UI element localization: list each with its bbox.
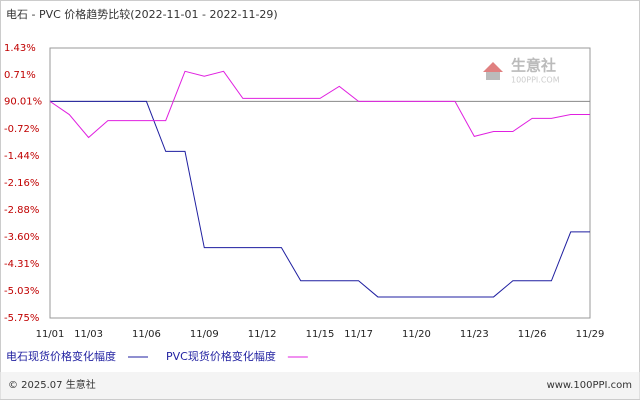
x-tick-label: 11/29 (576, 329, 605, 340)
y-tick-label: -2.88% (4, 205, 39, 216)
x-tick-label: 11/23 (460, 329, 489, 340)
x-tick-label: 11/15 (306, 329, 335, 340)
x-tick-label: 11/26 (518, 329, 547, 340)
x-tick-label: 11/09 (190, 329, 219, 340)
y-tick-label: -1.44% (4, 151, 39, 162)
legend-label: PVC现货价格变化幅度 (166, 349, 276, 363)
footer-right: www.100PPI.com (547, 380, 632, 391)
x-tick-label: 11/01 (36, 329, 65, 340)
y-tick-label: 1.43% (4, 43, 36, 54)
footer-bar (0, 372, 640, 399)
y-tick-label: -2.16% (4, 178, 39, 189)
plot-area (49, 47, 591, 319)
y-tick-label: 90.01% (4, 96, 42, 107)
legend-label: 电石现货价格变化幅度 (6, 349, 116, 363)
watermark-sub: 100PPI.COM (511, 76, 560, 85)
x-tick-label: 11/20 (402, 329, 431, 340)
x-tick-label: 11/03 (74, 329, 103, 340)
watermark: 生意社 100PPI.COM (483, 57, 560, 85)
y-tick-label: -3.60% (4, 232, 39, 243)
series-line (49, 70, 590, 139)
watermark-logo (486, 72, 500, 80)
series-line (50, 100, 590, 298)
y-tick-label: -5.03% (4, 286, 39, 297)
y-tick-label: -5.75% (4, 313, 39, 324)
watermark-logo (483, 62, 503, 72)
x-tick-label: 11/17 (344, 329, 373, 340)
y-tick-label: -0.72% (4, 124, 39, 135)
watermark-text: 生意社 (511, 57, 556, 75)
footer-left: © 2025.07 生意社 (8, 378, 96, 391)
x-tick-label: 11/06 (132, 329, 161, 340)
chart-title: 电石 - PVC 价格趋势比较(2022-11-01 - 2022-11-29) (6, 7, 278, 21)
y-tick-label: -4.31% (4, 259, 39, 270)
x-tick-label: 11/12 (248, 329, 277, 340)
y-tick-label: 0.71% (4, 70, 36, 81)
